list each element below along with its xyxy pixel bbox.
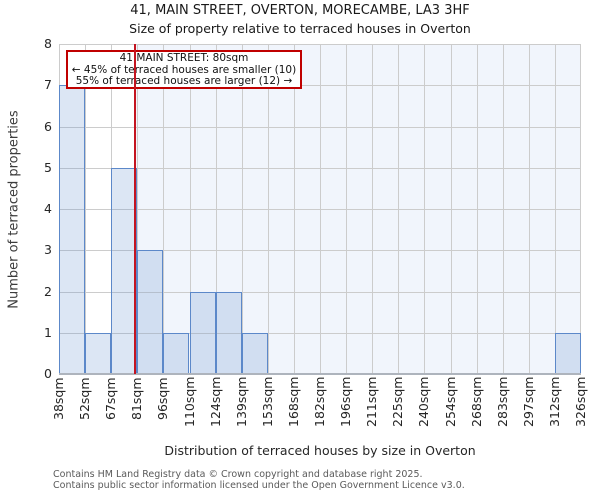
x-tick-label: 240sqm: [416, 377, 432, 428]
horizontal-gridline: [59, 333, 581, 334]
x-axis-line: [59, 373, 581, 375]
x-tick-label: 196sqm: [338, 377, 354, 428]
y-tick-label: 1: [44, 324, 52, 340]
x-tick-label: 297sqm: [520, 377, 536, 428]
x-tick-label: 38sqm: [51, 377, 66, 420]
x-tick-label: 67sqm: [103, 377, 119, 420]
x-tick-label: 254sqm: [442, 377, 458, 428]
y-tick-label: 0: [44, 366, 52, 381]
histogram-bar: [111, 167, 138, 374]
annotation-box: 41 MAIN STREET: 80sqm ← 45% of terraced …: [66, 50, 302, 89]
attribution: Contains HM Land Registry data © Crown c…: [53, 469, 465, 492]
x-tick-label: 283sqm: [494, 377, 510, 428]
x-tick-label: 52sqm: [77, 377, 93, 420]
horizontal-gridline: [59, 44, 581, 45]
attribution-line-1: Contains HM Land Registry data © Crown c…: [53, 469, 423, 480]
x-tick-label: 139sqm: [233, 377, 249, 428]
x-tick-label: 168sqm: [285, 377, 301, 428]
x-tick-label: 312sqm: [546, 377, 562, 428]
y-tick-label: 3: [44, 242, 52, 258]
x-tick-label: 268sqm: [468, 377, 484, 428]
histogram-bar: [554, 332, 581, 374]
x-tick-label: 326sqm: [573, 377, 588, 428]
y-tick-label: 4: [44, 201, 52, 216]
y-tick-label: 7: [44, 77, 52, 93]
horizontal-gridline: [59, 127, 581, 128]
x-axis-title: Distribution of terraced houses by size …: [164, 443, 476, 458]
annotation-line-2: ← 45% of terraced houses are smaller (10…: [71, 63, 297, 76]
horizontal-gridline: [59, 168, 581, 169]
histogram-bar: [215, 291, 242, 374]
histogram-bar: [85, 332, 112, 374]
x-tick-label: 211sqm: [364, 377, 380, 428]
x-tick-label: 225sqm: [390, 377, 406, 428]
histogram-bar: [59, 85, 86, 374]
property-size-marker-line: [134, 44, 137, 374]
x-tick-label: 182sqm: [312, 377, 327, 428]
horizontal-gridline: [59, 292, 581, 293]
y-axis-title: Number of terraced properties: [6, 110, 22, 309]
y-tick-label: 5: [44, 159, 52, 175]
y-tick-label: 6: [44, 118, 52, 134]
y-tick-label: 8: [44, 36, 52, 51]
annotation-line-1: 41 MAIN STREET: 80sqm: [119, 52, 249, 64]
plot-area: 41 MAIN STREET: 80sqm ← 45% of terraced …: [59, 44, 581, 375]
attribution-line-2: Contains public sector information licen…: [53, 479, 465, 491]
x-tick-label: 124sqm: [207, 377, 223, 428]
histogram-bar: [163, 332, 190, 374]
annotation-line-3: 55% of terraced houses are larger (12) →: [75, 75, 293, 88]
horizontal-gridline: [59, 209, 581, 210]
x-tick-label: 153sqm: [259, 377, 275, 428]
histogram-bar: [137, 250, 164, 374]
histogram-bar: [241, 332, 268, 374]
chart-subtitle: Size of property relative to terraced ho…: [129, 21, 471, 36]
horizontal-gridline: [59, 250, 581, 251]
x-tick-label: 81sqm: [129, 377, 145, 420]
chart-title: 41, MAIN STREET, OVERTON, MORECAMBE, LA3…: [130, 3, 470, 18]
histogram-bar: [189, 291, 216, 374]
x-tick-label: 110sqm: [181, 377, 197, 428]
y-tick-label: 2: [44, 283, 52, 299]
horizontal-gridline: [59, 85, 581, 86]
x-tick-label: 96sqm: [155, 377, 171, 420]
